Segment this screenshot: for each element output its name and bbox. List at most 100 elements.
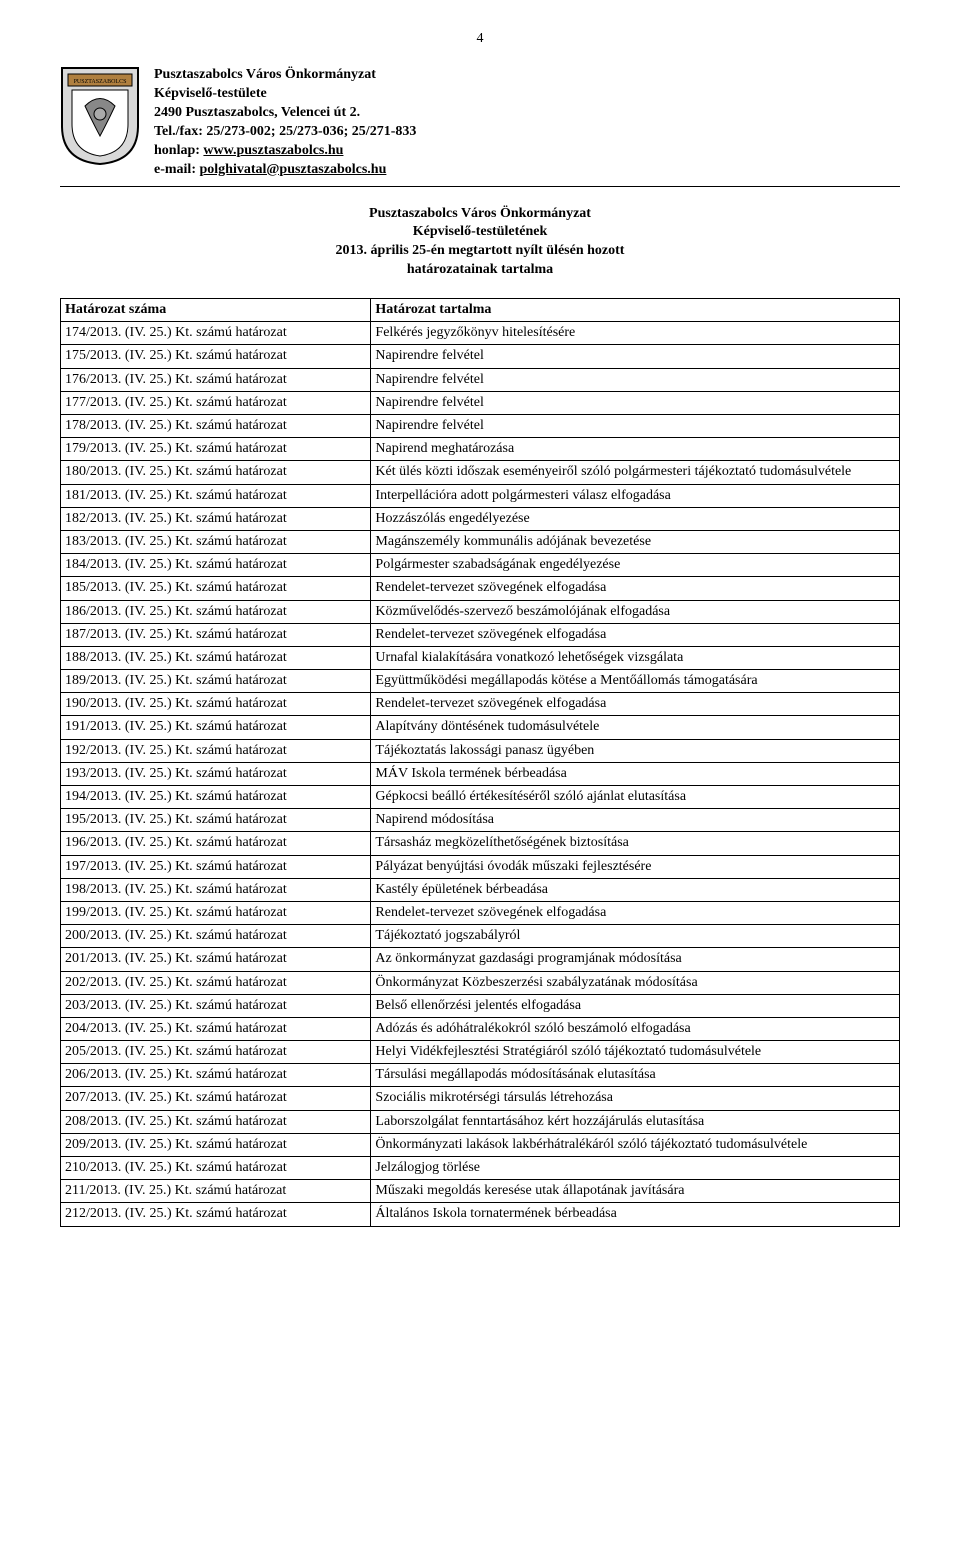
resolution-content: Két ülés közti időszak eseményeiről szól… (371, 461, 900, 484)
resolution-content: Önkormányzat Közbeszerzési szabályzatána… (371, 971, 900, 994)
resolution-content: Az önkormányzat gazdasági programjának m… (371, 948, 900, 971)
resolution-number: 182/2013. (IV. 25.) Kt. számú határozat (61, 507, 371, 530)
resolution-content: Felkérés jegyzőkönyv hitelesítésére (371, 322, 900, 345)
table-row: 197/2013. (IV. 25.) Kt. számú határozatP… (61, 855, 900, 878)
resolution-content: Jelzálogjog törlése (371, 1157, 900, 1180)
org-web: honlap: www.pusztaszabolcs.hu (154, 142, 416, 161)
resolution-number: 207/2013. (IV. 25.) Kt. számú határozat (61, 1087, 371, 1110)
document-header: PUSZTASZABOLCS Pusztaszabolcs Város Önko… (60, 66, 900, 179)
resolution-content: Interpellációra adott polgármesteri vála… (371, 484, 900, 507)
resolution-content: Napirendre felvétel (371, 368, 900, 391)
resolution-content: Urnafal kialakítására vonatkozó lehetősé… (371, 646, 900, 669)
resolution-content: Polgármester szabadságának engedélyezése (371, 554, 900, 577)
table-row: 188/2013. (IV. 25.) Kt. számú határozatU… (61, 646, 900, 669)
resolution-content: Pályázat benyújtási óvodák műszaki fejle… (371, 855, 900, 878)
resolution-number: 200/2013. (IV. 25.) Kt. számú határozat (61, 925, 371, 948)
resolution-content: Hozzászólás engedélyezése (371, 507, 900, 530)
org-address: 2490 Pusztaszabolcs, Velencei út 2. (154, 104, 416, 123)
table-row: 190/2013. (IV. 25.) Kt. számú határozatR… (61, 693, 900, 716)
table-row: 178/2013. (IV. 25.) Kt. számú határozatN… (61, 415, 900, 438)
table-row: 205/2013. (IV. 25.) Kt. számú határozatH… (61, 1041, 900, 1064)
page-number: 4 (60, 30, 900, 48)
resolution-number: 181/2013. (IV. 25.) Kt. számú határozat (61, 484, 371, 507)
resolution-number: 196/2013. (IV. 25.) Kt. számú határozat (61, 832, 371, 855)
table-row: 200/2013. (IV. 25.) Kt. számú határozatT… (61, 925, 900, 948)
table-row: 203/2013. (IV. 25.) Kt. számú határozatB… (61, 994, 900, 1017)
resolution-content: Önkormányzati lakások lakbérhátralékáról… (371, 1133, 900, 1156)
resolution-number: 208/2013. (IV. 25.) Kt. számú határozat (61, 1110, 371, 1133)
resolution-content: Társasház megközelíthetőségének biztosít… (371, 832, 900, 855)
table-row: 199/2013. (IV. 25.) Kt. számú határozatR… (61, 901, 900, 924)
resolution-content: Napirendre felvétel (371, 391, 900, 414)
resolution-number: 178/2013. (IV. 25.) Kt. számú határozat (61, 415, 371, 438)
table-row: 193/2013. (IV. 25.) Kt. számú határozatM… (61, 762, 900, 785)
org-web-label: honlap: (154, 143, 203, 158)
table-row: 189/2013. (IV. 25.) Kt. számú határozatE… (61, 670, 900, 693)
resolution-number: 185/2013. (IV. 25.) Kt. számú határozat (61, 577, 371, 600)
resolution-number: 187/2013. (IV. 25.) Kt. számú határozat (61, 623, 371, 646)
org-phone: Tel./fax: 25/273-002; 25/273-036; 25/271… (154, 123, 416, 142)
org-email: e-mail: polghivatal@pusztaszabolcs.hu (154, 161, 416, 180)
resolutions-table: Határozat száma Határozat tartalma 174/2… (60, 298, 900, 1227)
table-row: 196/2013. (IV. 25.) Kt. számú határozatT… (61, 832, 900, 855)
resolution-number: 211/2013. (IV. 25.) Kt. számú határozat (61, 1180, 371, 1203)
resolution-content: Napirend meghatározása (371, 438, 900, 461)
org-email-label: e-mail: (154, 162, 199, 177)
resolution-number: 209/2013. (IV. 25.) Kt. számú határozat (61, 1133, 371, 1156)
table-row: 202/2013. (IV. 25.) Kt. számú határozatÖ… (61, 971, 900, 994)
resolution-content: Napirend módosítása (371, 809, 900, 832)
table-row: 204/2013. (IV. 25.) Kt. számú határozatA… (61, 1017, 900, 1040)
resolution-content: Napirendre felvétel (371, 415, 900, 438)
org-body: Képviselő-testülete (154, 85, 416, 104)
table-row: 184/2013. (IV. 25.) Kt. számú határozatP… (61, 554, 900, 577)
resolution-number: 180/2013. (IV. 25.) Kt. számú határozat (61, 461, 371, 484)
resolution-content: Közművelődés-szervező beszámolójának elf… (371, 600, 900, 623)
resolution-number: 210/2013. (IV. 25.) Kt. számú határozat (61, 1157, 371, 1180)
resolution-number: 177/2013. (IV. 25.) Kt. számú határozat (61, 391, 371, 414)
resolution-number: 179/2013. (IV. 25.) Kt. számú határozat (61, 438, 371, 461)
resolution-content: Rendelet-tervezet szövegének elfogadása (371, 577, 900, 600)
table-row: 212/2013. (IV. 25.) Kt. számú határozatÁ… (61, 1203, 900, 1226)
resolution-number: 186/2013. (IV. 25.) Kt. számú határozat (61, 600, 371, 623)
org-email-link[interactable]: polghivatal@pusztaszabolcs.hu (199, 162, 386, 177)
resolution-content: Tájékoztatás lakossági panasz ügyében (371, 739, 900, 762)
resolution-number: 192/2013. (IV. 25.) Kt. számú határozat (61, 739, 371, 762)
table-row: 191/2013. (IV. 25.) Kt. számú határozatA… (61, 716, 900, 739)
table-row: 181/2013. (IV. 25.) Kt. számú határozatI… (61, 484, 900, 507)
resolution-number: 188/2013. (IV. 25.) Kt. számú határozat (61, 646, 371, 669)
resolution-number: 193/2013. (IV. 25.) Kt. számú határozat (61, 762, 371, 785)
resolution-content: Általános Iskola tornatermének bérbeadás… (371, 1203, 900, 1226)
resolution-number: 176/2013. (IV. 25.) Kt. számú határozat (61, 368, 371, 391)
table-row: 177/2013. (IV. 25.) Kt. számú határozatN… (61, 391, 900, 414)
coat-of-arms-icon: PUSZTASZABOLCS (60, 66, 140, 166)
resolution-number: 174/2013. (IV. 25.) Kt. számú határozat (61, 322, 371, 345)
resolution-number: 201/2013. (IV. 25.) Kt. számú határozat (61, 948, 371, 971)
table-row: 176/2013. (IV. 25.) Kt. számú határozatN… (61, 368, 900, 391)
table-row: 201/2013. (IV. 25.) Kt. számú határozatA… (61, 948, 900, 971)
resolution-content: Tájékoztató jogszabályról (371, 925, 900, 948)
meeting-title-l4: határozatainak tartalma (60, 261, 900, 280)
table-row: 194/2013. (IV. 25.) Kt. számú határozatG… (61, 786, 900, 809)
table-row: 192/2013. (IV. 25.) Kt. számú határozatT… (61, 739, 900, 762)
table-row: 183/2013. (IV. 25.) Kt. számú határozatM… (61, 530, 900, 553)
resolution-number: 175/2013. (IV. 25.) Kt. számú határozat (61, 345, 371, 368)
table-row: 187/2013. (IV. 25.) Kt. számú határozatR… (61, 623, 900, 646)
resolution-number: 183/2013. (IV. 25.) Kt. számú határozat (61, 530, 371, 553)
organization-block: Pusztaszabolcs Város Önkormányzat Képvis… (154, 66, 416, 179)
table-row: 210/2013. (IV. 25.) Kt. számú határozatJ… (61, 1157, 900, 1180)
svg-text:PUSZTASZABOLCS: PUSZTASZABOLCS (74, 79, 127, 85)
meeting-title: Pusztaszabolcs Város Önkormányzat Képvis… (60, 205, 900, 281)
table-row: 198/2013. (IV. 25.) Kt. számú határozatK… (61, 878, 900, 901)
resolution-content: Napirendre felvétel (371, 345, 900, 368)
resolution-number: 189/2013. (IV. 25.) Kt. számú határozat (61, 670, 371, 693)
resolution-content: Laborszolgálat fenntartásához kért hozzá… (371, 1110, 900, 1133)
org-web-link[interactable]: www.pusztaszabolcs.hu (203, 143, 343, 158)
resolution-number: 205/2013. (IV. 25.) Kt. számú határozat (61, 1041, 371, 1064)
resolution-number: 197/2013. (IV. 25.) Kt. számú határozat (61, 855, 371, 878)
table-row: 206/2013. (IV. 25.) Kt. számú határozatT… (61, 1064, 900, 1087)
table-header-row: Határozat száma Határozat tartalma (61, 299, 900, 322)
resolution-number: 206/2013. (IV. 25.) Kt. számú határozat (61, 1064, 371, 1087)
resolution-content: Rendelet-tervezet szövegének elfogadása (371, 693, 900, 716)
resolution-number: 212/2013. (IV. 25.) Kt. számú határozat (61, 1203, 371, 1226)
table-row: 182/2013. (IV. 25.) Kt. számú határozatH… (61, 507, 900, 530)
